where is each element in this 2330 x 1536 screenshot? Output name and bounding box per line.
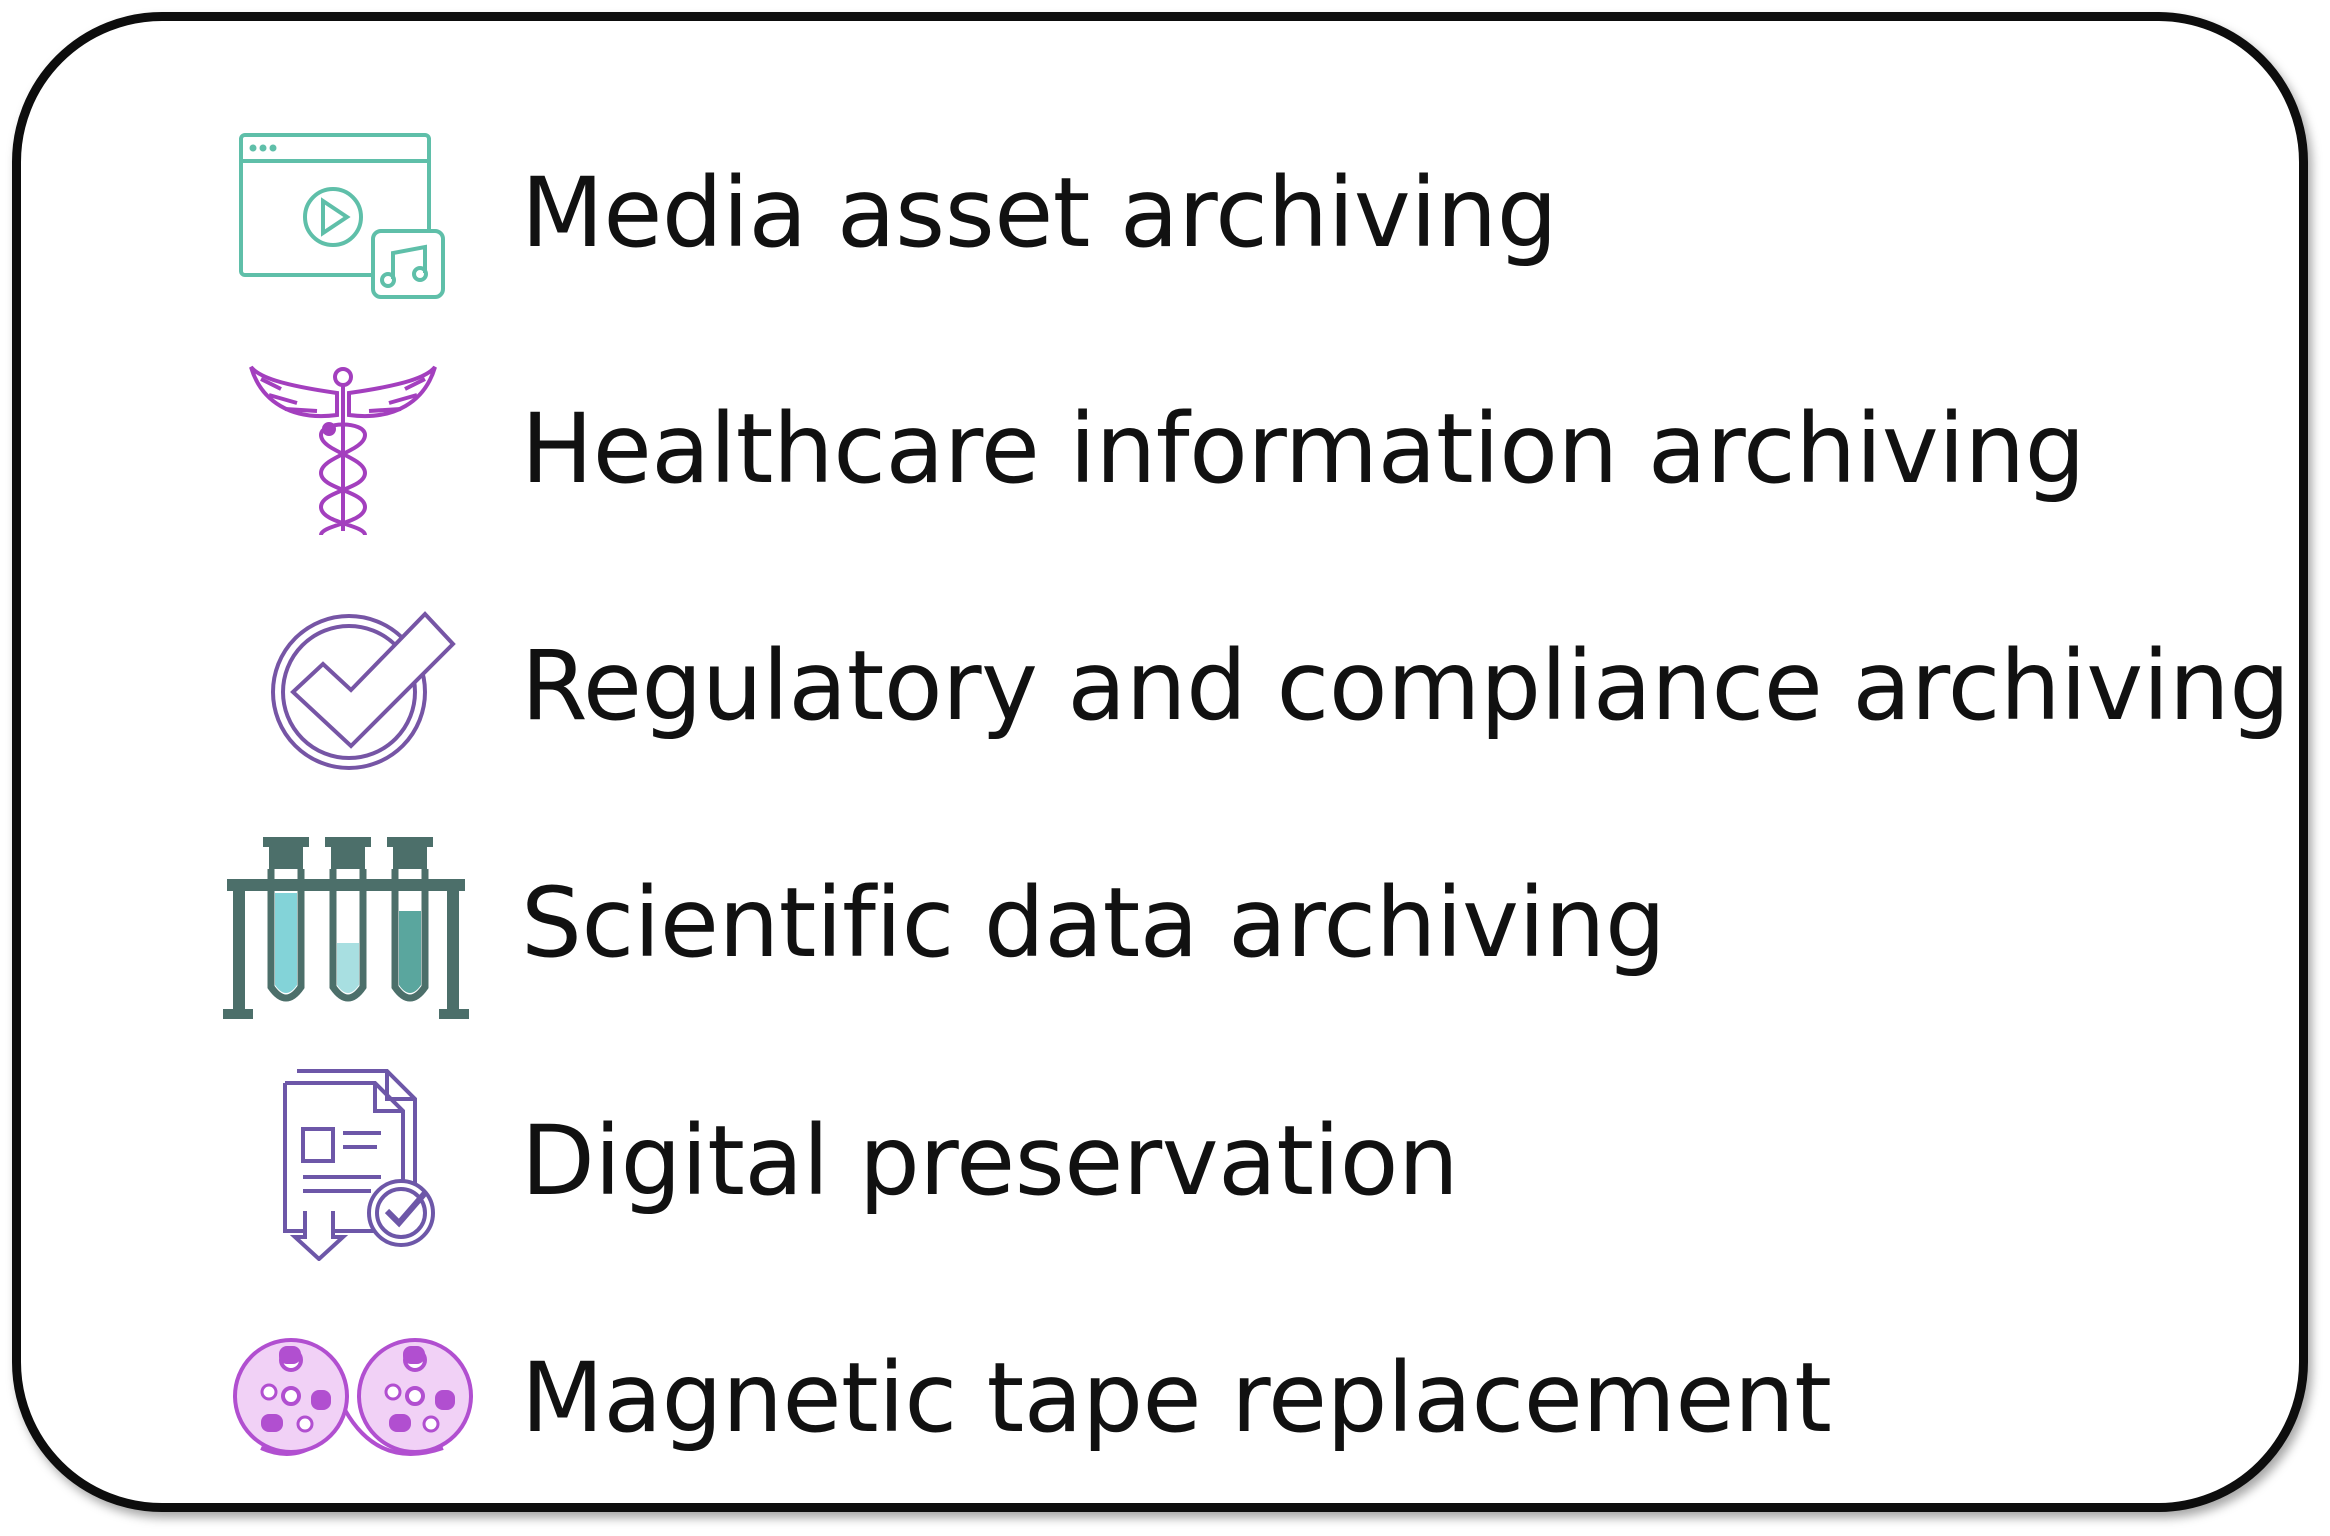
- list-item: Scientific data archiving: [21, 823, 2299, 1023]
- use-cases-card: Media asset archiving Healthcare informa…: [12, 12, 2308, 1512]
- media-player-icon: [221, 113, 481, 313]
- item-label: Media asset archiving: [521, 157, 1558, 269]
- list-item: Healthcare information archiving: [21, 349, 2299, 549]
- item-label: Digital preservation: [521, 1105, 1459, 1217]
- document-check-icon: [221, 1061, 481, 1261]
- tape-reels-icon: [221, 1298, 481, 1498]
- item-label: Magnetic tape replacement: [521, 1342, 1832, 1454]
- list-item: Magnetic tape replacement: [21, 1298, 2299, 1498]
- item-label: Regulatory and compliance archiving: [521, 630, 2290, 742]
- list-item: Regulatory and compliance archiving: [21, 586, 2299, 786]
- caduceus-icon: [221, 349, 481, 549]
- list-item: Media asset archiving: [21, 113, 2299, 313]
- item-label: Healthcare information archiving: [521, 393, 2086, 505]
- list-item: Digital preservation: [21, 1061, 2299, 1261]
- circle-check-icon: [221, 586, 481, 786]
- test-tubes-icon: [221, 823, 481, 1023]
- item-label: Scientific data archiving: [521, 867, 1666, 979]
